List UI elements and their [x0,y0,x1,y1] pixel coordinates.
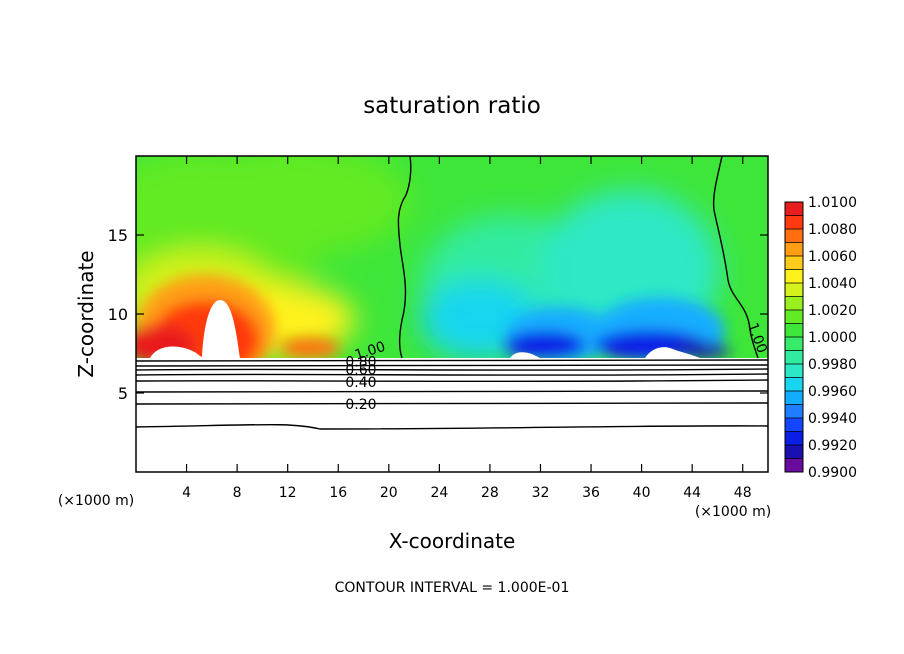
colorbar-tick-label: 1.0080 [808,222,857,238]
colorbar-swatch [785,337,803,351]
colorbar-swatch [785,256,803,270]
y-axis-ticks: 5 10 15 [108,226,768,403]
colorbar-tick-label: 1.0020 [808,303,857,319]
x-unit-right: (×1000 m) [695,504,771,520]
colorbar-swatch [785,445,803,459]
colorbar-swatch [785,431,803,445]
x-tick-label: 28 [481,485,499,501]
colorbar-swatch [785,350,803,364]
x-tick-label: 4 [182,485,191,501]
colorbar-swatch [785,283,803,297]
colorbar-swatch [785,296,803,310]
y-tick-label: 5 [118,384,128,403]
x-tick-label: 44 [683,485,701,501]
x-tick-label: 40 [633,485,651,501]
colorbar-swatch [785,377,803,391]
contour-interval-note: CONTOUR INTERVAL = 1.000E-01 [335,580,570,596]
colorbar-tick-label: 0.9920 [808,438,857,454]
colorbar-tick-label: 1.0000 [808,330,857,346]
colorbar-swatch [785,323,803,337]
colorbar-swatch [785,458,803,472]
x-tick-label: 24 [430,485,448,501]
contour-label-text: 0.60 [345,362,376,378]
colorbar-tick-label: 0.9980 [808,357,857,373]
colorbar-tick-label: 1.0100 [808,195,857,211]
colorbar-swatch [785,215,803,229]
colorbar-swatch [785,391,803,405]
y-tick-label: 10 [108,305,128,324]
colorbar-swatch [785,242,803,256]
colorbar-swatch [785,364,803,378]
contour-label: 0.60 [345,362,376,378]
contour-label: 0.20 [345,397,376,413]
x-tick-label: 36 [582,485,600,501]
x-tick-label: 12 [279,485,297,501]
colorbar-swatch [785,269,803,283]
x-unit-left: (×1000 m) [58,493,134,509]
x-axis-ticks: 4 8 12 16 20 24 28 32 36 40 44 48 [182,156,752,501]
colorbar-swatch [785,310,803,324]
colorbar: 0.9900 0.9920 0.9940 0.9960 0.9980 1.0000 1.00… [784,195,857,481]
colorbar-tick-label: 0.9940 [808,411,857,427]
colorbar-swatch [785,418,803,432]
colorbar-tick-label: 1.0040 [808,276,857,292]
colorbar-tick-label: 1.0060 [808,249,857,265]
y-tick-label: 15 [108,226,128,245]
colorbar-tick-label: 0.9960 [808,384,857,400]
colorbar-swatch [785,404,803,418]
contour-label-text: 0.80 [345,354,376,370]
x-tick-label: 20 [380,485,398,501]
colorbar-swatch [785,202,803,216]
x-tick-label: 48 [734,485,752,501]
x-axis-label: X-coordinate [389,529,516,553]
contour-label-text: 0.40 [345,375,376,391]
chart-title: saturation ratio [363,93,541,119]
contour-label-text: 0.20 [345,397,376,413]
x-tick-label: 8 [233,485,242,501]
x-tick-label: 16 [329,485,347,501]
x-tick-label: 32 [532,485,550,501]
contour-lines [136,156,768,430]
y-axis-label: Z-coordinate [74,250,98,377]
plot-field [136,156,768,472]
contour-label: 0.80 [345,354,376,370]
contour-label: 0.40 [345,375,376,391]
colorbar-tick-label: 0.9900 [808,465,857,481]
colorbar-swatch [785,229,803,243]
